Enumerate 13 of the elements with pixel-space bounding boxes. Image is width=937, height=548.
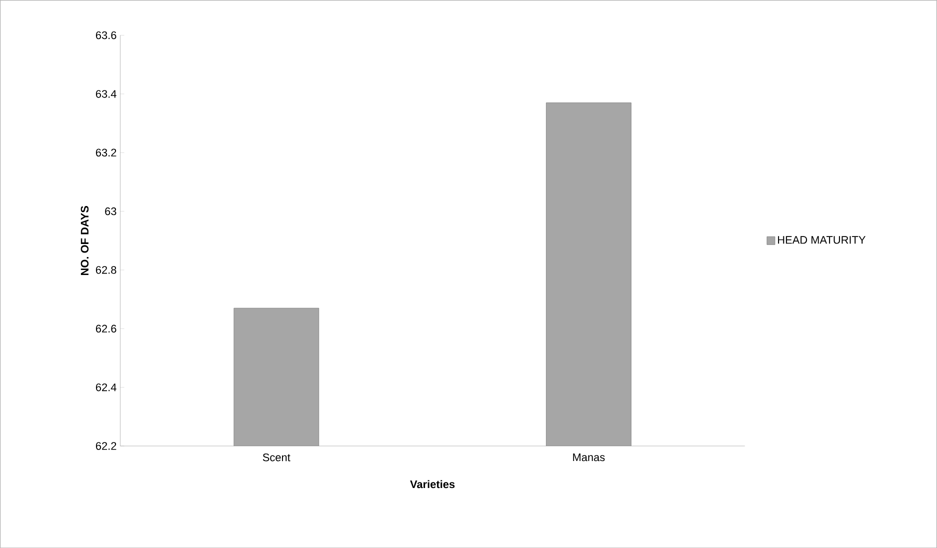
y-tick-label: 63.6 (96, 31, 116, 40)
x-axis-title: Varieties (410, 480, 455, 488)
x-tick-label: Manas (573, 453, 605, 462)
x-tick-label: Scent (262, 453, 290, 462)
y-tick-label: 63.4 (96, 90, 116, 98)
y-tick-label: 62.6 (96, 324, 116, 332)
y-tick-label: 62.4 (96, 383, 116, 392)
y-tick-label: 63.2 (96, 148, 116, 156)
y-tick-label: 62.2 (96, 442, 116, 450)
legend-label: HEAD MATURITY (778, 236, 866, 244)
y-tick-label: 63 (105, 207, 116, 216)
y-tick-label: 62.8 (96, 266, 116, 274)
y-axis-title: NO. OF DAYS (80, 206, 89, 275)
